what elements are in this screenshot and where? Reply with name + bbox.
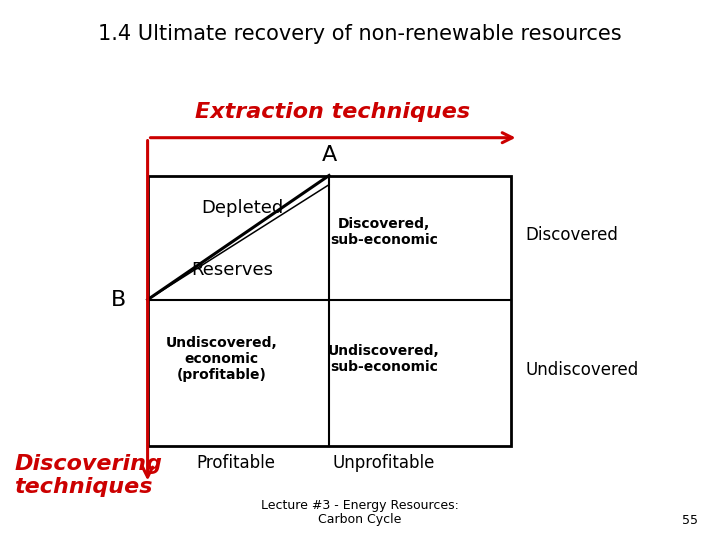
Text: Depleted: Depleted (202, 199, 284, 217)
Text: Discovered,
sub-economic: Discovered, sub-economic (330, 217, 438, 247)
Text: Lecture #3 - Energy Resources:
Carbon Cycle: Lecture #3 - Energy Resources: Carbon Cy… (261, 498, 459, 526)
Text: 1.4 Ultimate recovery of non-renewable resources: 1.4 Ultimate recovery of non-renewable r… (98, 24, 622, 44)
Text: Undiscovered,
economic
(profitable): Undiscovered, economic (profitable) (166, 336, 278, 382)
Text: Reserves: Reserves (192, 261, 274, 279)
Text: B: B (111, 289, 126, 310)
Text: Discovering
techniques: Discovering techniques (14, 454, 162, 497)
Text: Undiscovered,
sub-economic: Undiscovered, sub-economic (328, 344, 440, 374)
Text: 55: 55 (683, 514, 698, 526)
Text: Extraction techniques: Extraction techniques (195, 102, 470, 122)
Text: Discovered: Discovered (526, 226, 618, 244)
Text: A: A (321, 145, 337, 165)
Bar (148, 176, 511, 445)
Text: Unprofitable: Unprofitable (333, 454, 435, 471)
Text: Undiscovered: Undiscovered (526, 361, 639, 379)
Text: Profitable: Profitable (197, 454, 276, 471)
